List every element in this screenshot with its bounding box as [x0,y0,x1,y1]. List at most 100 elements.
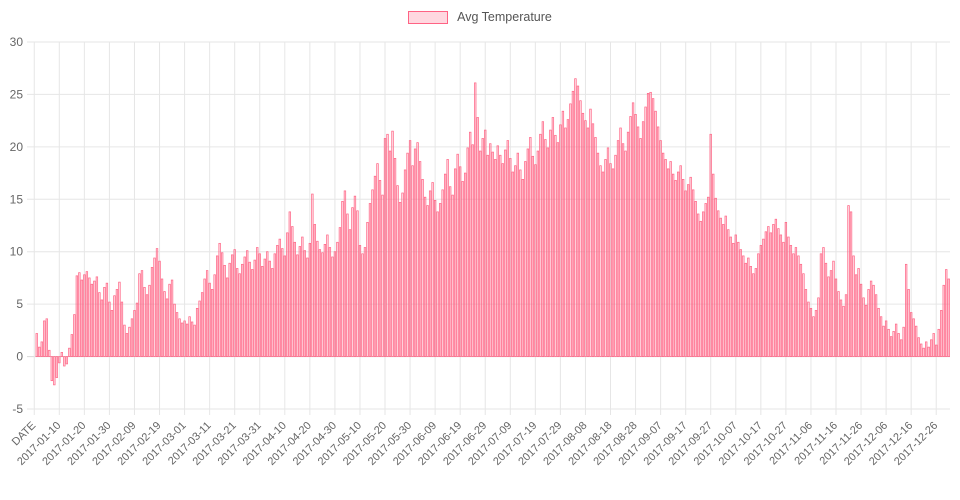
bar [150,267,154,357]
bar [403,169,407,357]
bar [333,251,337,357]
bar [454,168,457,357]
bar [105,282,109,357]
bar [930,339,933,357]
bar [516,152,519,357]
bar [727,229,730,357]
bar [496,145,499,357]
bar [233,249,236,357]
bar [772,224,775,357]
bar [616,140,620,357]
bar [494,159,497,357]
bar [651,98,655,357]
bar [263,258,266,357]
y-tick-label: 5 [16,297,23,311]
bar [125,333,129,357]
bar [707,196,710,357]
bar [145,294,149,357]
bar [554,134,557,357]
bar [621,143,625,357]
bar [839,299,843,357]
bar [724,215,727,357]
bar [401,192,404,357]
bar [391,130,394,357]
bar [656,126,660,357]
bar [436,211,439,357]
bar [271,268,274,357]
bar [644,106,647,357]
bar [819,253,823,357]
bar [847,205,850,357]
bar [398,202,402,357]
bar [601,171,605,357]
bar [203,278,206,357]
bar [268,260,271,357]
bar [138,273,141,357]
bar [534,164,537,357]
bar [296,254,299,357]
bar [526,148,529,357]
bar [441,189,444,357]
bar [661,152,665,357]
bar [742,255,745,357]
bar [824,262,828,357]
bar [155,248,159,357]
bar [922,347,925,357]
bar [301,236,304,357]
bar [308,242,311,357]
bar [85,271,89,357]
bar [338,227,342,357]
bar [561,110,565,357]
legend-item-avg-temperature[interactable]: Avg Temperature [408,10,552,24]
bar [904,263,908,357]
bar [416,142,419,357]
bar [506,140,509,357]
bar [226,277,229,357]
bar [198,300,201,357]
bar [539,133,542,357]
bar [719,217,722,357]
bar [266,251,269,357]
bar [413,148,417,357]
bar [669,161,672,357]
bar [764,231,767,357]
bar [626,131,630,357]
bars-group [35,78,950,386]
bar [431,182,434,357]
bar [68,347,71,357]
bar [579,100,582,357]
bar [353,195,357,357]
bar [920,343,923,357]
bar [674,180,677,357]
y-tick-label: 0 [16,350,23,364]
bar [108,301,111,357]
bar [749,266,752,357]
bar [817,297,820,357]
bar [732,242,735,357]
bar [168,283,171,357]
chart-svg: -5 0 5 10 15 20 25 30 DATE2017-01-102017-01-2020… [10,35,950,468]
bar [100,299,104,357]
y-tick-label: 30 [10,35,24,49]
bar [536,150,539,357]
bar [165,298,169,357]
bar [682,179,685,357]
bar [659,140,662,357]
bar [381,194,384,357]
bar [709,133,712,357]
bar [907,289,910,357]
bar [814,310,818,357]
bar [248,261,251,357]
bar [797,255,800,357]
bar [531,155,534,357]
bar [205,270,209,357]
bar [932,333,935,357]
bar [671,173,675,357]
bar [48,349,51,357]
bar [195,307,199,357]
bar [687,184,690,357]
bar [346,213,349,357]
bar [624,150,627,357]
bar [278,238,281,357]
bar [283,255,286,357]
